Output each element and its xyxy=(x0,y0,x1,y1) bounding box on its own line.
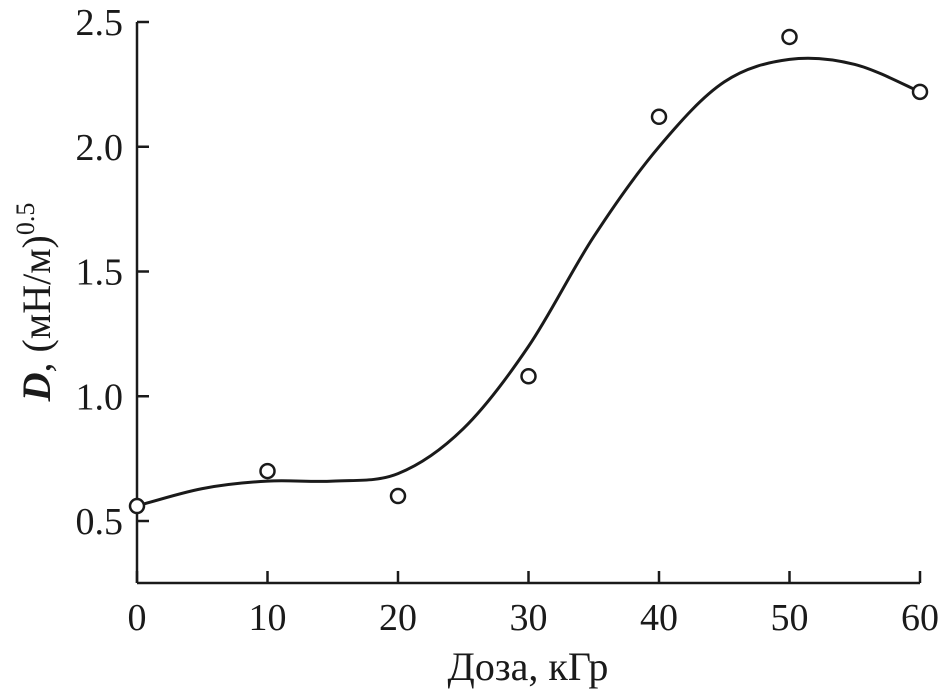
x-tick-label: 30 xyxy=(510,597,548,639)
x-tick-label: 20 xyxy=(379,597,417,639)
y-tick-label: 1.5 xyxy=(76,252,124,294)
y-axis-unit: , (мН/м) xyxy=(14,235,59,372)
data-point xyxy=(781,28,798,46)
data-point xyxy=(520,368,537,385)
fit-curve xyxy=(136,56,921,508)
data-point xyxy=(650,108,668,126)
x-axis-title: Доза, кГр xyxy=(448,644,609,689)
x-tick-label: 40 xyxy=(640,597,678,639)
x-axis-ticks: 0 10 20 30 40 50 60 xyxy=(128,571,939,639)
y-axis-ticks: 0.5 1.0 1.5 2.0 2.5 xyxy=(76,2,149,543)
data-point xyxy=(911,83,929,101)
x-tick-label: 0 xyxy=(128,597,147,639)
y-tick-label: 2.5 xyxy=(76,2,124,44)
x-tick-label: 50 xyxy=(771,597,809,639)
y-tick-label: 1.0 xyxy=(76,376,124,418)
x-tick-label: 60 xyxy=(901,597,939,639)
data-point xyxy=(259,462,276,480)
data-point xyxy=(389,487,407,505)
y-axis-title: D, (мН/м)0.5 xyxy=(11,203,59,403)
plot-area: 0 10 20 30 40 50 60 0.5 1.0 1.5 2.0 2.5 xyxy=(76,2,940,639)
data-point xyxy=(128,497,146,515)
y-tick-label: 0.5 xyxy=(76,501,124,543)
y-axis-symbol: D xyxy=(14,372,59,402)
data-points xyxy=(128,28,929,515)
y-axis-exponent: 0.5 xyxy=(11,203,40,236)
y-tick-label: 2.0 xyxy=(76,127,124,169)
x-tick-label: 10 xyxy=(249,597,287,639)
